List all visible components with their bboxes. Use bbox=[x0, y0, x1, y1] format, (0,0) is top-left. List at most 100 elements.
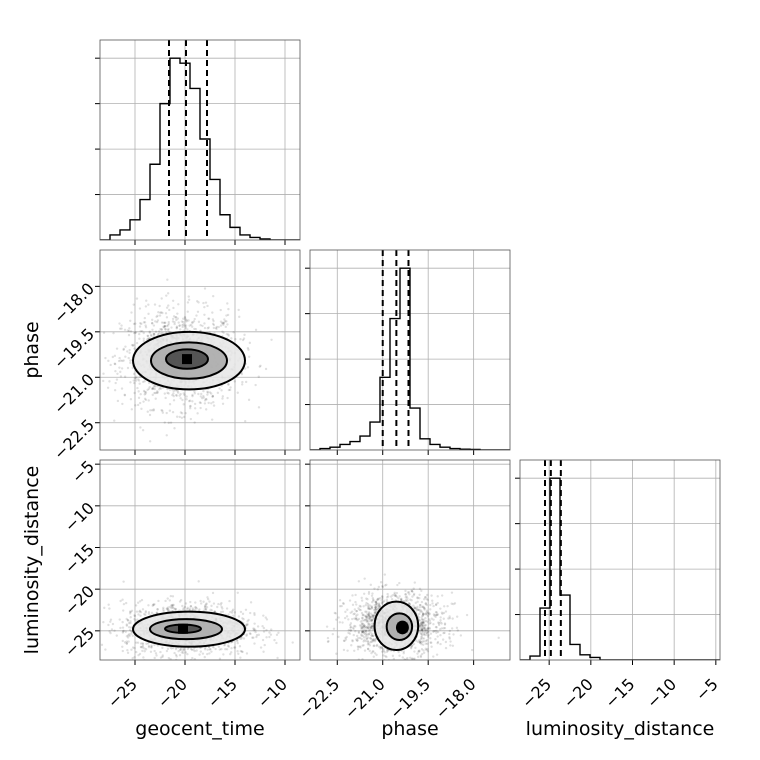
scatter-point bbox=[203, 402, 207, 405]
scatter-point bbox=[357, 645, 360, 649]
scatter-point bbox=[137, 653, 140, 657]
scatter-point bbox=[424, 613, 427, 616]
scatter-point bbox=[374, 606, 377, 609]
scatter-point bbox=[172, 646, 175, 650]
scatter-point bbox=[371, 618, 375, 621]
scatter-point bbox=[334, 612, 337, 615]
scatter-point bbox=[127, 626, 131, 629]
scatter-point bbox=[175, 327, 178, 330]
scatter-point bbox=[383, 573, 387, 576]
scatter-point bbox=[360, 622, 364, 626]
scatter-point bbox=[365, 626, 368, 629]
scatter-point bbox=[372, 614, 375, 617]
scatter-point bbox=[237, 308, 240, 312]
scatter-point bbox=[137, 379, 141, 382]
scatter-point bbox=[338, 598, 342, 602]
scatter-point bbox=[227, 333, 230, 336]
scatter-point bbox=[394, 594, 398, 597]
scatter-point bbox=[126, 329, 130, 332]
scatter-point bbox=[206, 648, 209, 651]
scatter-point bbox=[374, 606, 377, 609]
scatter-point bbox=[424, 639, 428, 643]
scatter-point bbox=[186, 606, 189, 610]
scatter-point bbox=[361, 613, 364, 617]
scatter-point bbox=[153, 387, 157, 391]
scatter-point bbox=[364, 618, 368, 621]
x-tick-label: −22.5 bbox=[295, 675, 343, 723]
scatter-point bbox=[361, 634, 364, 638]
scatter-point bbox=[213, 610, 217, 613]
scatter-point bbox=[355, 638, 358, 641]
scatter-point bbox=[172, 315, 176, 318]
scatter-point bbox=[373, 644, 376, 647]
scatter-point bbox=[374, 606, 377, 609]
scatter-point bbox=[185, 320, 188, 323]
scatter-point bbox=[184, 326, 188, 329]
scatter-point bbox=[165, 649, 169, 653]
scatter-point bbox=[128, 633, 131, 636]
scatter-point bbox=[364, 610, 367, 613]
scatter-point bbox=[161, 654, 164, 657]
scatter-point bbox=[176, 312, 179, 315]
scatter-point bbox=[406, 656, 409, 660]
scatter-point bbox=[422, 606, 426, 610]
scatter-point bbox=[245, 634, 248, 637]
hist-panel-geocent_time bbox=[95, 39, 301, 245]
scatter-point bbox=[133, 646, 136, 650]
scatter-point bbox=[448, 637, 451, 640]
scatter-point bbox=[360, 630, 364, 634]
scatter-point bbox=[418, 587, 422, 590]
scatter-point bbox=[188, 399, 192, 402]
scatter-point bbox=[221, 402, 225, 406]
scatter-point bbox=[406, 591, 410, 594]
scatter-point bbox=[327, 640, 330, 643]
scatter-point bbox=[179, 392, 182, 396]
scatter-point bbox=[430, 641, 433, 644]
scatter-point bbox=[423, 632, 426, 635]
scatter-point bbox=[222, 321, 225, 324]
scatter-point bbox=[435, 631, 438, 634]
scatter-point bbox=[183, 315, 187, 319]
scatter-point bbox=[428, 612, 431, 615]
scatter-point bbox=[160, 332, 163, 335]
scatter-point bbox=[377, 598, 380, 601]
scatter-point bbox=[150, 646, 153, 649]
scatter-point bbox=[365, 637, 368, 640]
scatter-point bbox=[161, 655, 164, 659]
scatter-point bbox=[440, 627, 443, 630]
scatter-point bbox=[182, 323, 185, 326]
scatter-point bbox=[375, 602, 379, 605]
scatter-point bbox=[419, 662, 421, 664]
scatter-point bbox=[367, 622, 370, 625]
scatter-point bbox=[163, 325, 167, 328]
scatter-point bbox=[374, 607, 378, 611]
scatter-point bbox=[186, 328, 189, 331]
y-tick-label: −15 bbox=[61, 540, 98, 577]
scatter-point bbox=[220, 389, 223, 392]
scatter-point bbox=[229, 610, 232, 614]
scatter-point bbox=[344, 636, 347, 640]
scatter-point bbox=[370, 618, 373, 622]
panel-content bbox=[100, 40, 300, 240]
scatter-point bbox=[335, 618, 338, 621]
scatter-point bbox=[377, 645, 381, 648]
scatter-point bbox=[150, 318, 154, 322]
scatter-point bbox=[373, 603, 376, 607]
scatter-point bbox=[437, 623, 441, 627]
scatter-point bbox=[361, 616, 364, 620]
scatter-point bbox=[418, 608, 421, 612]
scatter-point bbox=[360, 599, 364, 602]
scatter-point bbox=[210, 402, 213, 405]
scatter-point bbox=[181, 398, 184, 402]
scatter-point bbox=[381, 650, 384, 653]
scatter-point bbox=[199, 602, 203, 605]
scatter-point bbox=[156, 314, 159, 318]
scatter-point bbox=[420, 648, 424, 651]
scatter-point bbox=[425, 613, 429, 616]
scatter-point bbox=[343, 616, 347, 620]
scatter-point bbox=[404, 592, 407, 596]
scatter-point bbox=[225, 320, 228, 323]
scatter-point bbox=[179, 668, 181, 670]
scatter-point bbox=[219, 603, 222, 606]
scatter-point bbox=[403, 658, 406, 660]
